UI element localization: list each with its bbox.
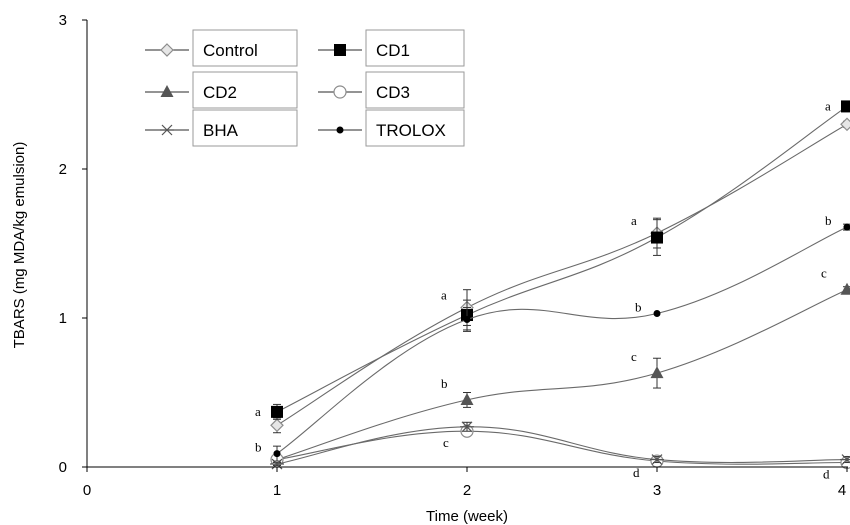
point-trolox-0 bbox=[273, 450, 281, 458]
legend-box-control bbox=[192, 29, 298, 67]
series-line-trolox bbox=[276, 226, 848, 455]
legend-marker-cd1 bbox=[334, 44, 346, 56]
y-axis-title: TBARS (mg MDA/kg emulsion) bbox=[11, 142, 28, 349]
series-cd1: aa bbox=[255, 98, 850, 420]
x-tick-label-1: 1 bbox=[273, 482, 281, 499]
sig-label-control-2: a bbox=[631, 213, 637, 228]
point-cd1-0 bbox=[271, 405, 283, 418]
sig-label-cd1-3: a bbox=[825, 98, 831, 113]
legend-marker-trolox bbox=[336, 126, 344, 134]
legend-box-cd1 bbox=[365, 29, 465, 67]
sig-label-cd1-0: a bbox=[255, 404, 261, 419]
point-trolox-3 bbox=[843, 223, 850, 231]
series-cd2: b c c bbox=[270, 266, 850, 465]
point-cd2-3 bbox=[840, 282, 850, 295]
point-bha-3 bbox=[840, 454, 850, 465]
point-control-0 bbox=[270, 418, 284, 433]
sig-label-cd2-2: c bbox=[631, 349, 637, 364]
legend-box-trolox bbox=[365, 109, 465, 147]
legend-box-cd2 bbox=[192, 71, 298, 109]
point-cd2-2 bbox=[650, 366, 664, 379]
x-tick-label-2: 2 bbox=[463, 482, 471, 499]
ticks-layer: 0 1 2 3 4 0 1 2 3 bbox=[59, 12, 848, 499]
series-line-control bbox=[276, 123, 848, 426]
y-tick-label-2: 2 bbox=[59, 161, 67, 178]
legend-marker-bha bbox=[160, 124, 174, 136]
point-bha-1 bbox=[460, 421, 474, 433]
legend-item-cd2: CD2 bbox=[145, 71, 298, 109]
legend-item-cd1: CD1 bbox=[318, 29, 465, 67]
point-trolox-1 bbox=[463, 315, 471, 323]
x-tick-label-4: 4 bbox=[838, 482, 846, 499]
sig-label-cd2-1: b bbox=[441, 376, 448, 391]
legend-marker-cd3 bbox=[333, 85, 347, 99]
sig-label-cd3-1: c bbox=[443, 435, 449, 450]
legend-marker-cd2 bbox=[160, 85, 174, 97]
series-bha bbox=[270, 421, 850, 470]
legend-item-control: Control bbox=[145, 29, 298, 67]
series-line-cd2 bbox=[276, 289, 848, 461]
legend-label-cd3: CD3 bbox=[376, 83, 410, 102]
x-tick-label-0: 0 bbox=[83, 482, 91, 499]
sig-label-cd3-3: d bbox=[823, 467, 830, 482]
series-cd3: c d d bbox=[270, 424, 850, 482]
legend: Control CD1 CD2 CD3 BHA TROLOX bbox=[145, 29, 465, 147]
legend-item-bha: BHA bbox=[145, 109, 298, 147]
x-axis-title: Time (week) bbox=[426, 508, 508, 525]
point-cd1-3 bbox=[841, 100, 850, 113]
legend-item-cd3: CD3 bbox=[318, 71, 465, 109]
legend-label-cd1: CD1 bbox=[376, 41, 410, 60]
series-trolox: b b b bbox=[255, 213, 850, 462]
legend-item-trolox: TROLOX bbox=[318, 109, 465, 147]
series-line-bha bbox=[276, 426, 848, 465]
point-control-3 bbox=[840, 117, 850, 132]
point-bha-2 bbox=[650, 454, 664, 465]
point-trolox-2 bbox=[653, 310, 661, 318]
legend-label-control: Control bbox=[203, 41, 258, 60]
legend-label-cd2: CD2 bbox=[203, 83, 237, 102]
sig-label-trolox-2: b bbox=[635, 300, 642, 315]
legend-label-bha: BHA bbox=[203, 121, 239, 140]
legend-marker-control bbox=[160, 43, 174, 57]
series-control: aa bbox=[270, 117, 850, 434]
point-cd1-2 bbox=[651, 231, 663, 244]
y-tick-label-3: 3 bbox=[59, 12, 67, 29]
legend-box-bha bbox=[192, 109, 298, 147]
legend-box-cd3 bbox=[365, 71, 465, 109]
sig-label-control-1: a bbox=[441, 288, 447, 303]
sig-label-trolox-0: b bbox=[255, 440, 262, 455]
sig-label-trolox-3: b bbox=[825, 213, 832, 228]
series-line-cd3 bbox=[276, 430, 848, 465]
y-tick-label-0: 0 bbox=[59, 459, 67, 476]
y-tick-label-1: 1 bbox=[59, 310, 67, 327]
point-cd2-1 bbox=[460, 392, 474, 405]
sig-label-cd3-2: d bbox=[633, 465, 640, 480]
legend-label-trolox: TROLOX bbox=[376, 121, 446, 140]
sig-label-cd2-3: c bbox=[821, 266, 827, 281]
x-tick-label-3: 3 bbox=[653, 482, 661, 499]
series-line-cd1 bbox=[276, 105, 848, 413]
